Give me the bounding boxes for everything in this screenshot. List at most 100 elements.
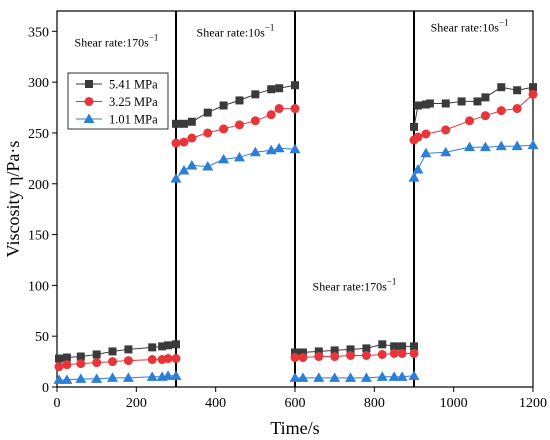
data-point: [413, 132, 423, 142]
x-axis-title: Time/s: [270, 418, 319, 438]
y-tick-label: 100: [28, 279, 49, 294]
data-point: [249, 146, 261, 157]
data-point: [123, 356, 133, 366]
data-point: [275, 84, 284, 93]
data-point: [289, 143, 301, 154]
data-point: [377, 349, 387, 359]
y-tick-label: 250: [28, 127, 49, 142]
data-point: [345, 372, 357, 382]
data-point: [412, 164, 424, 174]
data-point: [410, 122, 418, 131]
data-point: [346, 350, 356, 360]
data-point: [124, 345, 133, 354]
data-point: [388, 371, 400, 381]
data-point: [497, 83, 506, 92]
data-point: [314, 352, 324, 362]
legend-label: 5.41 MPa: [109, 78, 158, 92]
data-point: [235, 96, 244, 105]
data-point: [75, 373, 87, 383]
data-point: [298, 353, 308, 363]
data-point: [187, 133, 197, 143]
data-point: [234, 120, 244, 130]
data-point: [172, 119, 180, 128]
data-point: [170, 173, 182, 183]
data-point: [528, 89, 538, 99]
data-point: [179, 137, 189, 147]
data-point: [479, 141, 491, 152]
data-point: [512, 104, 522, 114]
data-point: [92, 358, 102, 368]
series-5-41-mpa: [54, 81, 537, 363]
data-point: [54, 362, 64, 372]
data-point: [289, 372, 301, 382]
data-point: [148, 343, 157, 352]
y-tick-label: 50: [35, 330, 49, 345]
data-point: [178, 165, 190, 175]
data-point: [291, 81, 299, 90]
data-point: [107, 372, 119, 382]
data-point: [171, 138, 181, 148]
data-point: [464, 141, 476, 152]
data-point: [390, 342, 399, 351]
data-point: [164, 341, 173, 350]
data-point: [233, 151, 245, 162]
x-axis: 0 200 400 600 800 1000 1200: [54, 387, 547, 411]
y-axis: 0 50 100 150 200 250 300 350: [28, 25, 57, 396]
data-point: [291, 348, 299, 357]
data-point: [389, 348, 399, 358]
data-point: [421, 129, 431, 139]
data-point: [266, 110, 276, 120]
data-point: [465, 116, 475, 126]
shear-rate-annotation: Shear rate:10s−1: [431, 17, 509, 34]
annotation-base: Shear rate:10s: [431, 20, 500, 34]
annotation-base: Shear rate:10s: [197, 25, 266, 39]
x-tick-label: 400: [205, 396, 226, 411]
annotation-superscript: −1: [149, 33, 159, 43]
data-point: [171, 354, 181, 364]
data-point: [297, 372, 309, 382]
data-point: [425, 99, 434, 108]
data-point: [313, 372, 325, 382]
data-point: [187, 117, 196, 126]
annotation-base: Shear rate:170s: [313, 279, 388, 293]
x-tick-label: 0: [54, 396, 61, 411]
data-point: [330, 346, 339, 355]
data-point: [378, 340, 387, 349]
y-tick-label: 200: [28, 178, 49, 193]
data-point: [76, 352, 85, 361]
phase-boundary-lines: [175, 11, 415, 387]
data-point: [202, 160, 214, 171]
data-point: [274, 104, 284, 114]
data-point: [62, 360, 72, 370]
data-point: [108, 357, 118, 367]
data-point: [495, 140, 507, 151]
data-point: [376, 371, 388, 381]
data-point: [251, 90, 260, 99]
data-point: [290, 104, 300, 114]
legend-marker: [84, 97, 94, 106]
data-point: [250, 116, 260, 126]
data-point: [92, 350, 101, 359]
data-point: [170, 370, 182, 380]
data-point: [330, 352, 340, 362]
y-tick-label: 0: [42, 381, 49, 396]
data-point: [480, 111, 490, 121]
data-point: [346, 345, 355, 354]
data-point: [203, 108, 212, 117]
y-axis-title: Viscosity η/Pa·s: [3, 141, 23, 258]
data-point: [397, 348, 407, 358]
data-point: [360, 372, 372, 382]
data-point: [122, 372, 134, 382]
data-point: [267, 85, 276, 94]
legend-label: 3.25 MPa: [109, 95, 158, 109]
data-point: [314, 347, 323, 356]
series-3-25-mpa: [54, 89, 538, 372]
data-point: [361, 350, 371, 360]
data-point: [62, 353, 71, 362]
data-point: [158, 342, 167, 351]
data-point: [513, 86, 522, 95]
data-point: [172, 340, 180, 349]
x-tick-label: 1200: [519, 396, 547, 411]
